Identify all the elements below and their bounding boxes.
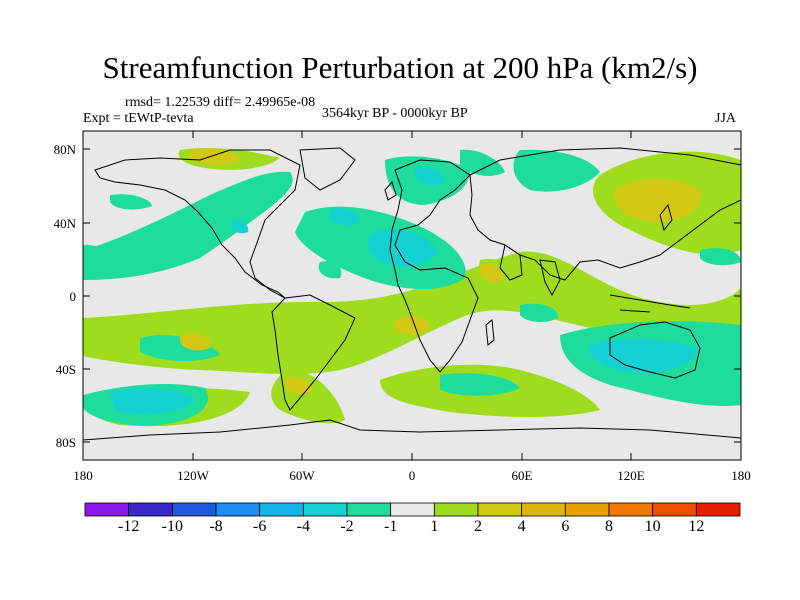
- contour-fills: [83, 147, 741, 427]
- colorbar-label: -2: [340, 518, 354, 535]
- colorbar-box: [652, 502, 697, 517]
- colorbar-box: [390, 502, 435, 517]
- colorbar-label: 8: [605, 518, 613, 535]
- colorbar-label: 1: [430, 518, 439, 535]
- colorbar-label: -12: [117, 518, 140, 535]
- colorbar-box: [171, 502, 217, 517]
- stats-text: rmsd= 1.22539 diff= 2.49965e-08: [125, 95, 316, 110]
- experiment-label: Expt = tEWtP-tevta: [83, 111, 194, 126]
- colorbar-label: 10: [644, 518, 661, 535]
- colorbar: [84, 502, 741, 517]
- lon-label-0: 0: [409, 468, 416, 483]
- period-label: 3564kyr BP - 0000kyr BP: [322, 106, 468, 121]
- lon-label-60w: 60W: [289, 468, 315, 483]
- coastlines: [83, 147, 741, 441]
- colorbar-box: [433, 502, 479, 517]
- lat-label-40n: 40N: [54, 216, 77, 231]
- colorbar-label: -6: [252, 518, 267, 535]
- colorbar-box: [128, 502, 173, 517]
- colorbar-box: [302, 502, 348, 517]
- lat-label-80n: 80N: [54, 142, 77, 157]
- colorbar-label: 4: [517, 518, 526, 535]
- lat-label-0: 0: [70, 289, 77, 304]
- colorbar-label: 6: [561, 518, 570, 535]
- lon-label-60e: 60E: [512, 468, 533, 483]
- colorbar-box: [477, 502, 523, 517]
- colorbar-label: 12: [688, 518, 705, 535]
- colorbar-box: [84, 502, 130, 517]
- lat-labels: 80N 40N 0 40S 80S: [54, 142, 77, 450]
- season-label: JJA: [715, 111, 737, 126]
- lon-label-180w: 180: [73, 468, 93, 483]
- colorbar-box: [608, 502, 654, 517]
- colorbar-box: [695, 502, 741, 517]
- colorbar-box: [521, 502, 566, 517]
- lon-labels: 180 120W 60W 0 60E 120E 180: [73, 468, 751, 483]
- colorbar-box: [259, 502, 304, 517]
- lat-label-80s: 80S: [56, 435, 76, 450]
- lat-ticks: [83, 148, 741, 443]
- colorbar-label: -1: [383, 518, 398, 535]
- colorbar-label: -4: [296, 518, 310, 535]
- lat-label-40s: 40S: [56, 362, 76, 377]
- lon-label-180e: 180: [731, 468, 751, 483]
- lon-label-120w: 120W: [177, 468, 210, 483]
- colorbar-label: -10: [161, 518, 183, 535]
- lon-ticks: [192, 131, 632, 460]
- colorbar-box: [346, 502, 392, 517]
- colorbar-label: -8: [209, 518, 223, 535]
- colorbar-box: [564, 502, 610, 517]
- colorbar-label: 2: [474, 518, 482, 535]
- colorbar-box: [215, 502, 261, 517]
- lon-label-120e: 120E: [617, 468, 645, 483]
- plot-title: Streamfunction Perturbation at 200 hPa (…: [102, 50, 698, 85]
